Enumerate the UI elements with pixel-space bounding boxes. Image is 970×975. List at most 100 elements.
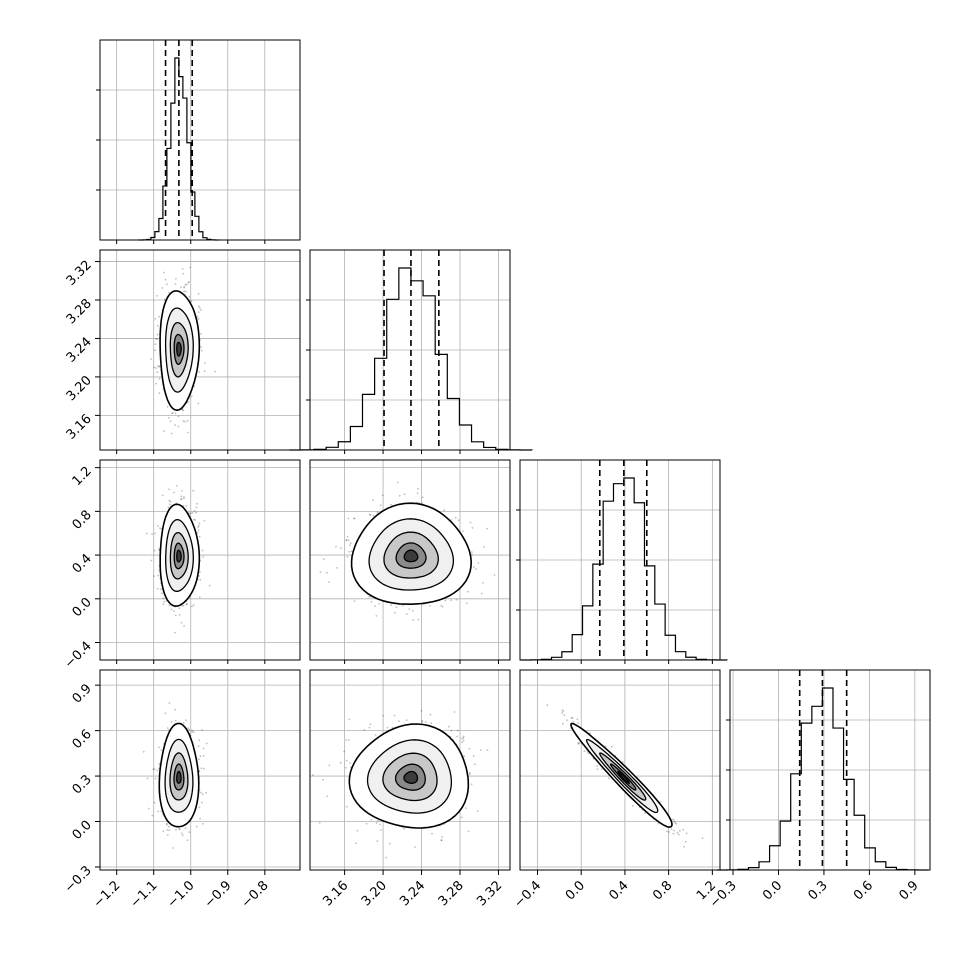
sample-point xyxy=(456,599,458,601)
sample-point xyxy=(150,358,152,360)
sample-point xyxy=(350,542,352,544)
sample-point xyxy=(194,519,196,521)
sample-point xyxy=(414,846,416,848)
sample-point xyxy=(179,614,181,616)
sample-point xyxy=(200,346,202,348)
sample-point xyxy=(161,592,163,594)
sample-point xyxy=(171,433,173,435)
sample-point xyxy=(204,520,206,522)
sample-point xyxy=(188,729,190,731)
sample-point xyxy=(312,774,314,776)
sample-point xyxy=(346,806,348,808)
sample-point xyxy=(440,605,442,607)
sample-point xyxy=(159,527,161,529)
sample-point xyxy=(346,760,348,762)
sample-point xyxy=(166,829,168,831)
sample-point xyxy=(199,806,201,808)
sample-point xyxy=(154,533,156,535)
sample-point xyxy=(349,762,351,764)
sample-point xyxy=(396,606,398,608)
sample-point xyxy=(180,495,182,497)
sample-point xyxy=(183,625,185,627)
sample-point xyxy=(336,567,338,569)
sample-point xyxy=(198,305,200,307)
sample-point xyxy=(417,488,419,490)
sample-point xyxy=(197,403,199,405)
sample-point xyxy=(143,751,145,753)
sample-point xyxy=(175,283,177,285)
sample-point xyxy=(376,615,378,617)
sample-point xyxy=(198,311,200,313)
sample-point xyxy=(196,507,198,509)
sample-point xyxy=(154,802,156,804)
sample-point xyxy=(387,727,389,729)
sample-point xyxy=(192,490,194,492)
sample-point xyxy=(199,522,201,524)
sample-point xyxy=(562,723,564,725)
sample-point xyxy=(174,709,176,711)
sample-point xyxy=(328,581,330,583)
sample-point xyxy=(204,370,206,372)
sample-point xyxy=(429,605,431,607)
sample-point xyxy=(418,619,420,621)
sample-point xyxy=(158,316,160,318)
sample-point xyxy=(201,729,203,731)
sample-point xyxy=(368,596,370,598)
sample-point xyxy=(678,834,680,836)
sample-point xyxy=(441,836,443,838)
sample-point xyxy=(198,371,200,373)
sample-point xyxy=(348,739,350,741)
sample-point xyxy=(200,309,202,311)
sample-point xyxy=(183,290,185,292)
sample-point xyxy=(425,721,427,723)
sample-point xyxy=(156,338,158,340)
sample-point xyxy=(383,715,385,717)
sample-point xyxy=(168,488,170,490)
sample-point xyxy=(162,495,164,497)
sample-point xyxy=(168,417,170,419)
sample-point xyxy=(372,499,374,501)
sample-point xyxy=(347,518,349,520)
sample-point xyxy=(406,719,408,721)
sample-point xyxy=(390,604,392,606)
sample-point xyxy=(349,544,351,546)
sample-point xyxy=(196,503,198,505)
sample-point xyxy=(193,604,195,606)
sample-point xyxy=(201,350,203,352)
sample-point xyxy=(162,831,164,833)
sample-point xyxy=(205,792,207,794)
sample-point xyxy=(380,504,382,506)
sample-point xyxy=(161,287,163,289)
sample-point xyxy=(155,318,157,320)
sample-point xyxy=(152,815,154,817)
sample-point xyxy=(376,822,378,824)
sample-point xyxy=(175,720,177,722)
sample-point xyxy=(304,781,306,783)
sample-point xyxy=(494,574,496,576)
sample-point xyxy=(199,571,201,573)
sample-point xyxy=(195,512,197,514)
sample-point xyxy=(157,325,159,327)
sample-point xyxy=(198,530,200,532)
sample-point xyxy=(171,609,173,611)
grid-lines xyxy=(100,670,300,870)
sample-point xyxy=(343,751,345,753)
sample-point xyxy=(185,719,187,721)
sample-point xyxy=(468,831,470,833)
sample-point xyxy=(326,795,328,797)
sample-point xyxy=(185,291,187,293)
sample-point xyxy=(351,550,353,552)
sample-point xyxy=(187,420,189,422)
sample-point xyxy=(382,494,384,496)
sample-point xyxy=(158,746,160,748)
sample-point xyxy=(196,826,198,828)
sample-point xyxy=(200,767,202,769)
sample-point xyxy=(346,739,348,741)
sample-point xyxy=(345,767,347,769)
sample-point xyxy=(673,833,675,835)
sample-point xyxy=(189,831,191,833)
sample-point xyxy=(183,273,185,275)
sample-point xyxy=(377,840,379,842)
sample-point xyxy=(183,497,185,499)
sample-point xyxy=(163,603,165,605)
